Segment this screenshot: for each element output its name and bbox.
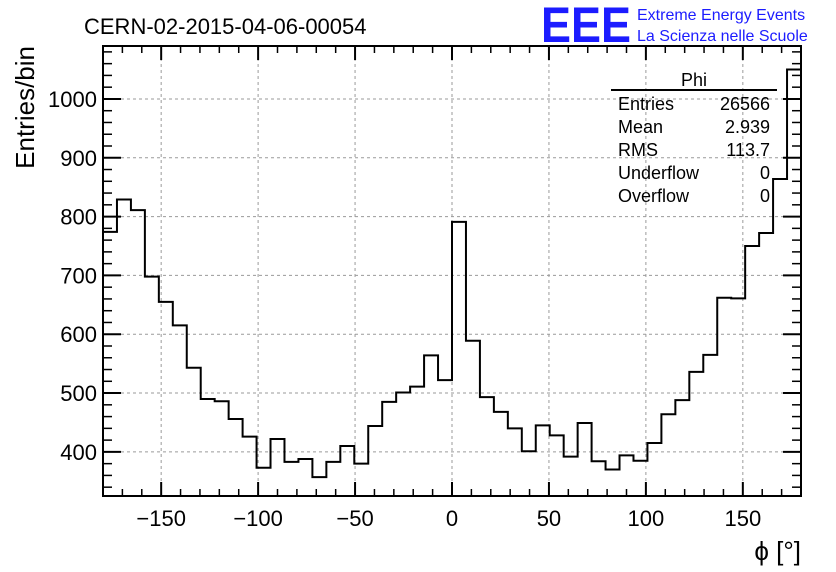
histogram-bin (745, 246, 759, 496)
histogram-bin (689, 372, 703, 496)
y-tick-label: 800 (60, 205, 97, 230)
histogram-bin (117, 200, 131, 496)
histogram-bin (731, 298, 745, 496)
x-tick-label: 100 (628, 506, 665, 531)
stats-title: Phi (681, 70, 707, 90)
histogram-bin (661, 414, 675, 496)
histogram-bin (480, 397, 494, 496)
histogram-bin (201, 399, 215, 496)
stats-row-value: 26566 (720, 94, 770, 114)
y-tick-label: 600 (60, 322, 97, 347)
stats-row-label: Mean (618, 117, 663, 137)
x-tick-label: 0 (446, 506, 458, 531)
histogram-bin (271, 439, 285, 496)
histogram-bin (215, 401, 229, 496)
histogram-bin (438, 380, 452, 496)
histogram-bin (773, 179, 787, 496)
stats-row-label: Underflow (618, 163, 700, 183)
histogram-bin (368, 426, 382, 496)
x-tick-label: 150 (724, 506, 761, 531)
histogram-bin (536, 425, 550, 496)
histogram-bin (592, 461, 606, 496)
histogram-bin (578, 423, 592, 496)
histogram-bin (466, 341, 480, 496)
histogram-bin (298, 459, 312, 496)
y-tick-label: 400 (60, 440, 97, 465)
histogram-bin (633, 461, 647, 496)
y-tick-label: 900 (60, 146, 97, 171)
histogram-bin (326, 462, 340, 496)
histogram-bin (424, 355, 438, 496)
y-tick-label: 500 (60, 381, 97, 406)
histogram-bin (522, 451, 536, 496)
histogram-bin (675, 400, 689, 496)
stats-row-label: Entries (618, 94, 674, 114)
y-tick-label: 1000 (48, 87, 97, 112)
histogram-bin (494, 412, 508, 496)
histogram-bin (354, 464, 368, 496)
logo-line-1: Extreme Energy Events (637, 7, 805, 24)
histogram-bin (606, 470, 620, 496)
histogram-bin (340, 446, 354, 496)
histogram-bin (382, 402, 396, 496)
x-tick-label: 50 (537, 506, 561, 531)
histogram-bin (396, 392, 410, 496)
x-tick-label: −50 (336, 506, 373, 531)
histogram-bins (103, 70, 801, 496)
histogram-bin (312, 477, 326, 496)
logo-line-2: La Scienza nelle Scuole (637, 28, 808, 45)
stats-row-value: 113.7 (726, 140, 770, 160)
histogram-bin (103, 232, 117, 496)
histogram-bin (703, 355, 717, 496)
histogram-bin (173, 325, 187, 496)
histogram-bin (257, 468, 271, 496)
y-tick-label: 700 (60, 263, 97, 288)
histogram-bin (550, 435, 564, 496)
histogram-bin (243, 437, 257, 496)
histogram-bin (717, 298, 731, 496)
histogram-bin (759, 233, 773, 496)
stats-row-value: 2.939 (725, 117, 770, 137)
histogram-bin (284, 462, 298, 496)
stats-row-value: 0 (760, 186, 770, 206)
histogram-bin (564, 457, 578, 496)
histogram-bin (159, 302, 173, 496)
y-axis-label: Entries/bin (10, 46, 40, 169)
histogram-bin (187, 368, 201, 496)
histogram-bin (647, 443, 661, 496)
x-tick-label: −100 (233, 506, 283, 531)
x-axis-label: ϕ [°] (754, 536, 801, 566)
x-tick-label: −150 (136, 506, 186, 531)
stats-row-value: 0 (760, 163, 770, 183)
histogram-bin (131, 210, 145, 496)
stats-box: Phi Entries 26566 Mean 2.939 RMS 113.7 Underfl… (611, 70, 777, 206)
stats-row-label: RMS (618, 140, 658, 160)
chart-title: CERN-02-2015-04-06-00054 (84, 14, 367, 39)
histogram-bin (787, 70, 801, 496)
stats-row-label: Overflow (618, 186, 690, 206)
histogram-bin (508, 428, 522, 496)
histogram-bin (452, 222, 466, 496)
histogram-bin (145, 277, 159, 496)
histogram-bin (410, 387, 424, 496)
histogram-bin (620, 455, 634, 496)
histogram-bin (229, 419, 243, 496)
